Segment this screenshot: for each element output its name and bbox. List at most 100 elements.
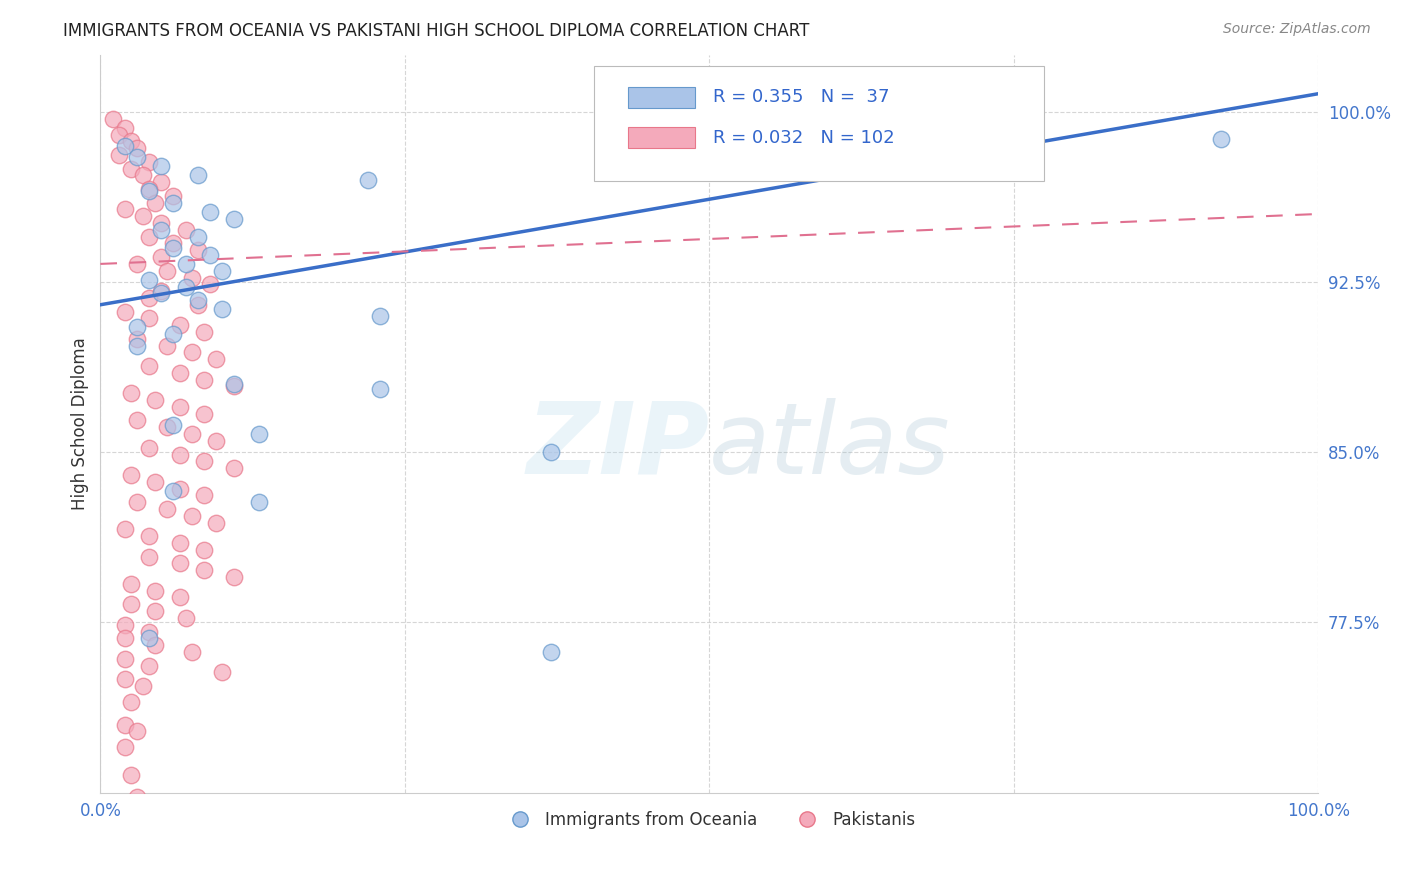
Point [138,624,160,639]
Point [211,665,233,680]
Point [114,202,136,217]
Point [180,345,202,359]
Point [125,332,148,346]
Y-axis label: High School Diploma: High School Diploma [72,337,89,510]
Point [138,311,160,326]
Point [540,445,562,459]
Text: IMMIGRANTS FROM OCEANIA VS PAKISTANI HIGH SCHOOL DIPLOMA CORRELATION CHART: IMMIGRANTS FROM OCEANIA VS PAKISTANI HIG… [63,22,810,40]
Point [138,184,160,198]
Point [156,420,179,434]
Point [101,112,124,126]
Point [150,223,173,237]
Point [187,293,209,308]
Point [169,536,191,550]
Point [156,338,179,352]
Point [224,461,246,475]
Point [138,291,160,305]
Point [174,223,197,237]
Point [162,483,184,498]
Point [114,740,136,755]
Point [150,216,173,230]
Point [180,270,202,285]
Point [132,679,155,693]
Point [224,570,246,584]
Point [169,557,191,571]
Point [193,325,215,339]
Point [169,591,191,605]
Point [143,393,166,408]
Point [114,652,136,666]
Point [138,658,160,673]
Point [143,638,166,652]
Point [156,502,179,516]
Point [162,241,184,255]
Point [193,488,215,502]
Point [125,495,148,509]
Point [174,611,197,625]
Point [180,508,202,523]
Point [370,309,392,323]
Point [205,352,228,367]
Point [162,189,184,203]
Point [143,475,166,489]
Text: ZIP: ZIP [526,398,709,494]
Point [150,159,173,173]
Point [357,173,380,187]
Point [205,434,228,448]
Point [211,263,233,277]
Text: R = 0.032   N = 102: R = 0.032 N = 102 [713,128,894,147]
Point [156,263,179,277]
Point [120,161,142,176]
Point [224,379,246,393]
Point [120,767,142,781]
Point [107,128,129,142]
FancyBboxPatch shape [627,87,695,108]
Point [193,454,215,468]
Point [138,273,160,287]
Point [150,175,173,189]
Point [370,382,392,396]
Point [187,229,209,244]
Point [120,134,142,148]
Point [114,617,136,632]
Point [125,790,148,805]
Point [162,195,184,210]
Point [114,120,136,135]
Point [162,327,184,342]
Point [143,604,166,618]
Point [138,229,160,244]
Point [162,417,184,432]
Text: R = 0.355   N =  37: R = 0.355 N = 37 [713,88,890,106]
Point [138,441,160,455]
Point [224,377,246,392]
Point [114,717,136,731]
Point [187,244,209,258]
Point [247,495,270,509]
Point [169,318,191,333]
Point [169,448,191,462]
Point [120,695,142,709]
Point [143,583,166,598]
Point [132,169,155,183]
FancyBboxPatch shape [627,128,695,148]
Point [150,286,173,301]
Point [138,632,160,646]
Point [125,413,148,427]
Point [150,284,173,298]
Point [125,724,148,739]
Point [114,304,136,318]
Point [114,523,136,537]
Point [132,209,155,223]
Point [114,632,136,646]
Point [143,195,166,210]
Point [1015,139,1038,153]
Point [125,257,148,271]
Point [138,529,160,543]
Point [125,141,148,155]
Point [107,148,129,162]
Point [125,150,148,164]
Point [193,373,215,387]
Point [180,427,202,442]
Legend: Immigrants from Oceania, Pakistanis: Immigrants from Oceania, Pakistanis [496,805,922,836]
Point [169,366,191,380]
